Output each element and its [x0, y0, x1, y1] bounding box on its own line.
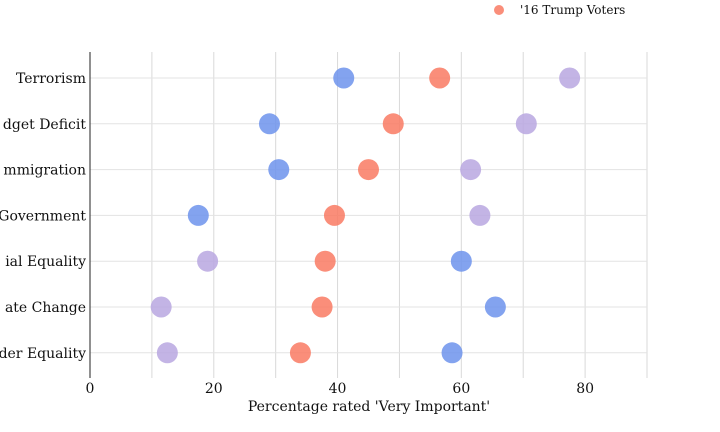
data-point [358, 159, 379, 181]
data-point [197, 250, 219, 272]
data-point [289, 342, 311, 364]
data-point [460, 159, 482, 181]
x-axis-title: Percentage rated 'Very Important' [248, 399, 490, 415]
axis-labels: 0 20 40 60 80 Terrorism dget Deficit mmigration… [0, 71, 594, 397]
x-tick-label: 60 [452, 381, 470, 397]
x-tick-label: 40 [329, 381, 347, 397]
data-point [515, 113, 537, 135]
data-point [382, 113, 404, 135]
data-point [311, 296, 333, 318]
data-point [450, 250, 472, 272]
data-point [559, 67, 581, 89]
data-point [156, 342, 178, 364]
y-category-label: ial Equality [5, 254, 86, 270]
data-points [150, 67, 581, 364]
legend-label: '16 Trump Voters [520, 3, 625, 17]
y-category-label: Terrorism [16, 71, 86, 87]
y-category-label: dget Deficit [3, 117, 86, 133]
data-point [469, 204, 491, 226]
legend: '16 Trump Voters [494, 3, 625, 17]
data-point [258, 113, 280, 135]
legend-marker [494, 5, 504, 15]
data-point [314, 250, 336, 272]
data-point [441, 342, 463, 364]
data-point [187, 204, 209, 226]
data-point [268, 159, 290, 181]
grid-lines [90, 52, 648, 378]
y-category-label: ate Change [5, 300, 86, 316]
x-tick-label: 80 [576, 381, 594, 397]
data-point [323, 204, 345, 226]
y-category-label: Government [0, 208, 86, 224]
y-category-label: mmigration [3, 163, 86, 179]
y-category-label: der Equality [0, 346, 86, 362]
data-point [150, 296, 172, 318]
data-point [484, 296, 506, 318]
data-point [429, 67, 451, 89]
data-point [333, 67, 355, 89]
x-tick-label: 20 [205, 381, 223, 397]
x-tick-label: 0 [86, 381, 95, 397]
